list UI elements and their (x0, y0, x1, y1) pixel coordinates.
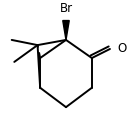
Polygon shape (63, 20, 69, 40)
Text: O: O (118, 42, 127, 55)
Text: Br: Br (59, 2, 73, 15)
